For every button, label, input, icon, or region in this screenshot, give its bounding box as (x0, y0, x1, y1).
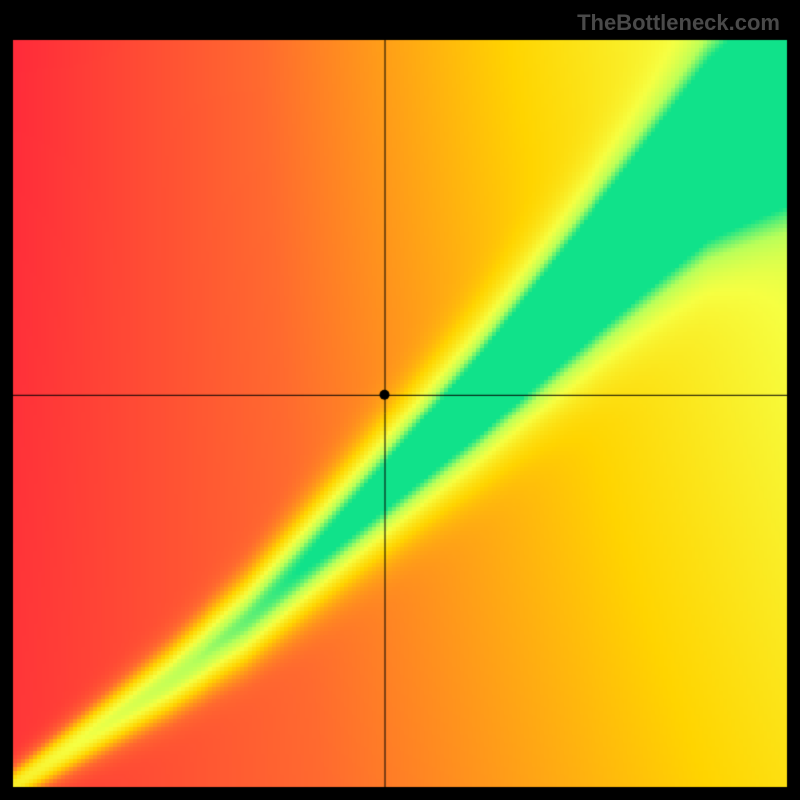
watermark-text: TheBottleneck.com (577, 10, 780, 36)
chart-container: TheBottleneck.com (0, 0, 800, 800)
heatmap-canvas (0, 0, 800, 800)
